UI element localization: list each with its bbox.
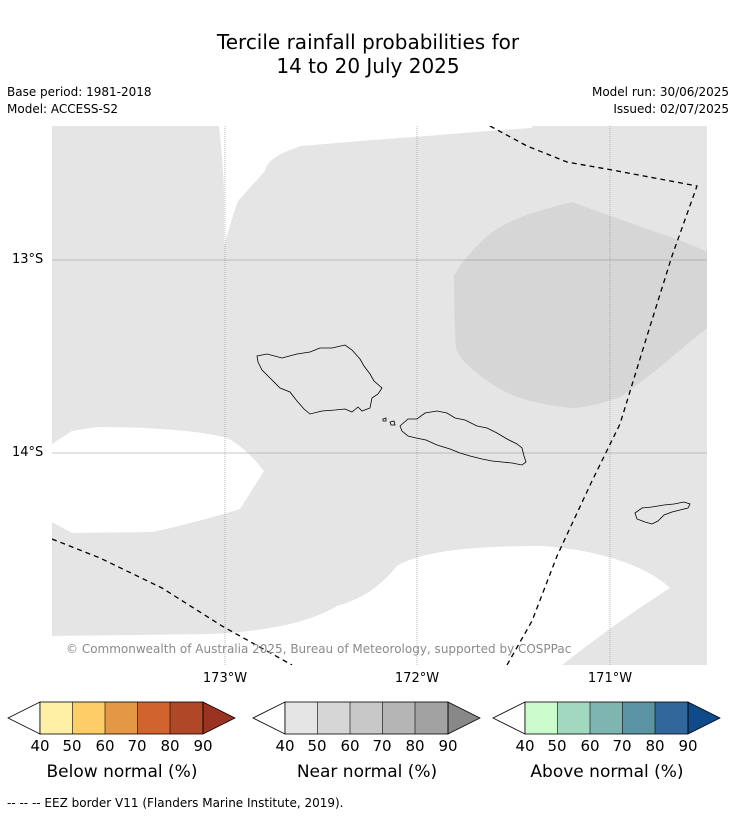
colorbar-near-swatches	[252, 701, 481, 735]
issued-date: Issued: 02/07/2025	[613, 102, 729, 116]
lon-label-172W: 172°W	[394, 671, 440, 686]
map-canvas	[52, 126, 707, 665]
near-swatch-40	[285, 702, 318, 734]
colorbar-below-normal	[7, 701, 237, 735]
near-normal-50-region	[454, 202, 707, 408]
near-swatch-80	[415, 702, 448, 734]
copyright-notice: © Commonwealth of Australia 2025, Bureau…	[66, 642, 572, 656]
below-swatch-70	[137, 702, 170, 734]
above-tick-90: 90	[678, 737, 698, 755]
below-swatch-80	[170, 702, 203, 734]
title-line-1: Tercile rainfall probabilities for	[216, 30, 520, 54]
near-upper-extend	[447, 701, 481, 735]
above-swatch-70	[622, 702, 655, 734]
below-tick-90: 90	[193, 737, 213, 755]
below-normal-label: Below normal (%)	[46, 762, 198, 782]
title-line-2: 14 to 20 July 2025	[276, 54, 460, 78]
near-normal-label: Near normal (%)	[296, 762, 438, 782]
above-tick-80: 80	[645, 737, 665, 755]
model-name: Model: ACCESS-S2	[7, 102, 119, 116]
lon-label-171W: 171°W	[587, 671, 633, 686]
below-tick-70: 70	[127, 737, 147, 755]
map-panel	[52, 126, 707, 665]
above-swatch-50	[557, 702, 590, 734]
below-swatch-40	[40, 702, 73, 734]
near-tick-40: 40	[275, 737, 295, 755]
above-tick-50: 50	[547, 737, 567, 755]
colorbar-above-swatches	[492, 701, 721, 735]
colorbar-above-normal	[492, 701, 722, 735]
below-tick-60: 60	[95, 737, 115, 755]
lat-label-13S: 13°S	[12, 252, 44, 267]
eez-footnote: -- -- -- EEZ border V11 (Flanders Marine…	[7, 796, 344, 810]
lon-label-173W: 173°W	[202, 671, 248, 686]
islands	[256, 344, 691, 525]
lat-label-14S: 14°S	[12, 445, 44, 460]
above-swatch-60	[590, 702, 623, 734]
near-lower-extend	[252, 701, 286, 735]
apolima-island	[389, 420, 396, 426]
below-upper-extend	[202, 701, 236, 735]
above-tick-60: 60	[580, 737, 600, 755]
graticule	[52, 126, 707, 665]
upolu-island	[399, 410, 527, 466]
above-tick-40: 40	[515, 737, 535, 755]
near-swatch-50	[317, 702, 350, 734]
savaii-island	[256, 344, 383, 415]
meta-left: Base period: 1981-2018 Model: ACCESS-S2	[7, 84, 152, 118]
below-swatch-50	[72, 702, 105, 734]
map-title: Tercile rainfall probabilities for 14 to…	[0, 30, 736, 78]
above-swatch-80	[655, 702, 688, 734]
above-normal-label: Above normal (%)	[530, 762, 684, 782]
base-period: Base period: 1981-2018	[7, 85, 152, 99]
below-tick-40: 40	[30, 737, 50, 755]
eez-border-southwest	[52, 538, 293, 665]
near-tick-90: 90	[438, 737, 458, 755]
near-swatch-70	[382, 702, 415, 734]
near-tick-50: 50	[307, 737, 327, 755]
below-lower-extend	[7, 701, 41, 735]
above-upper-extend	[687, 701, 721, 735]
near-tick-80: 80	[405, 737, 425, 755]
meta-right: Model run: 30/06/2025 Issued: 02/07/2025	[592, 84, 729, 118]
tutuila-island	[634, 501, 691, 525]
above-swatch-40	[525, 702, 558, 734]
below-tick-50: 50	[62, 737, 82, 755]
above-tick-70: 70	[612, 737, 632, 755]
eez-border-east	[489, 126, 698, 665]
near-swatch-60	[350, 702, 383, 734]
eez-borders	[52, 126, 698, 665]
above-lower-extend	[492, 701, 526, 735]
manono-island	[382, 417, 387, 422]
near-tick-60: 60	[340, 737, 360, 755]
near-tick-70: 70	[372, 737, 392, 755]
model-run: Model run: 30/06/2025	[591, 85, 729, 99]
colorbar-near-normal	[252, 701, 482, 735]
below-swatch-60	[105, 702, 138, 734]
below-tick-80: 80	[160, 737, 180, 755]
colorbar-below-swatches	[7, 701, 236, 735]
